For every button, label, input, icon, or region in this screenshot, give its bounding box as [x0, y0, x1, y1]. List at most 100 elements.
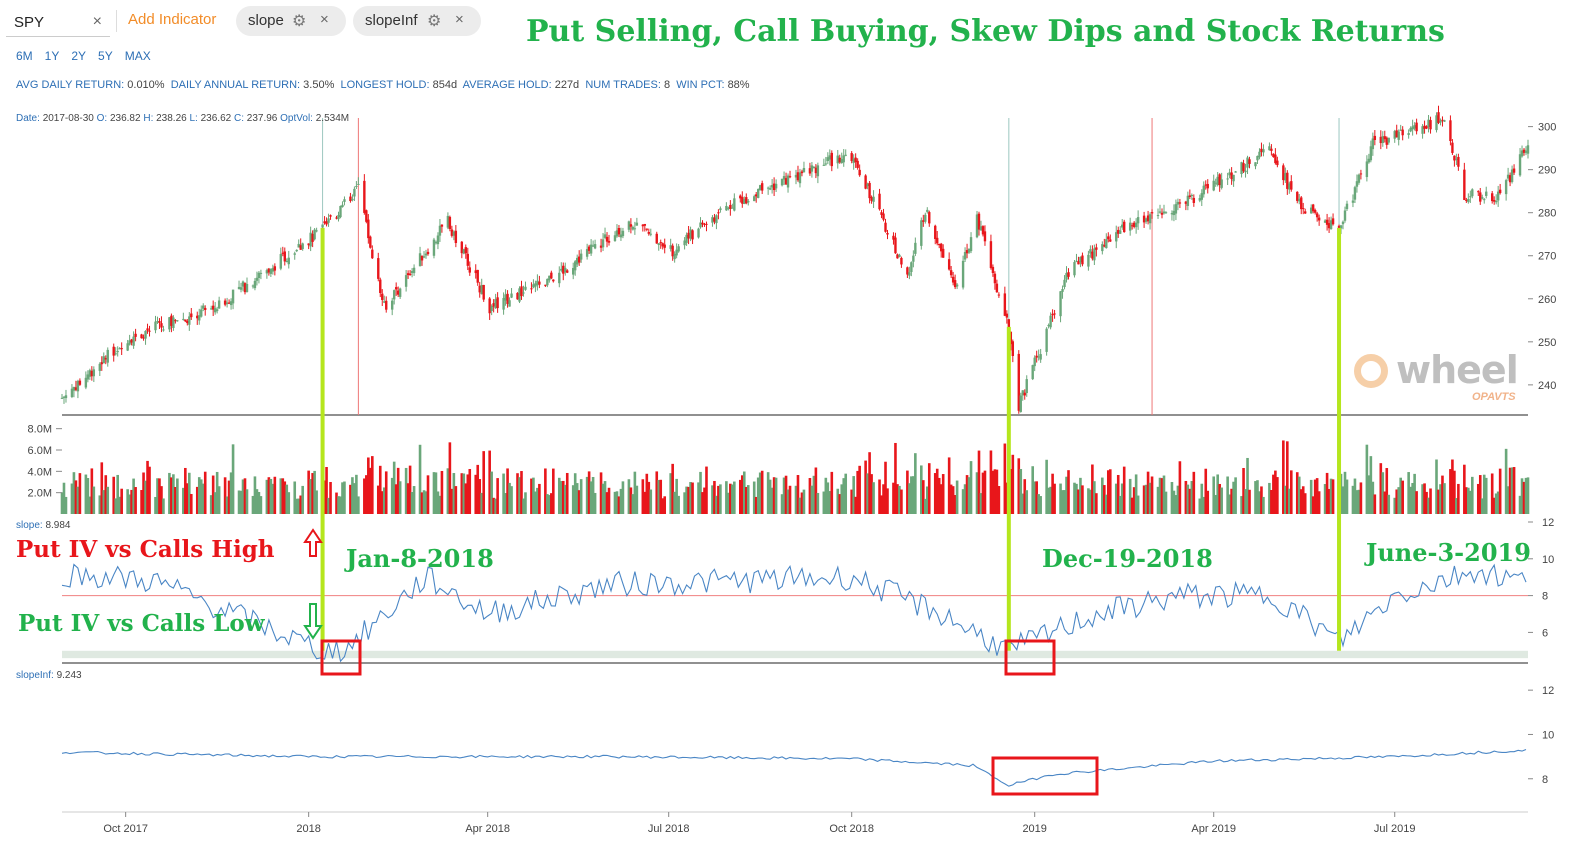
- indicator-chip-slope[interactable]: slope ⚙ ×: [236, 6, 346, 36]
- volume-bar: [1176, 485, 1180, 514]
- volume-bar: [1393, 497, 1397, 514]
- volume-bar: [1274, 470, 1277, 514]
- volume-bar: [1254, 481, 1257, 514]
- volume-bar: [506, 468, 509, 514]
- chip-label: slopeInf: [365, 12, 418, 29]
- candle-body: [285, 261, 288, 263]
- candle-body: [104, 358, 107, 360]
- range-5y[interactable]: 5Y: [98, 49, 113, 63]
- volume-bar: [448, 442, 452, 514]
- candle-body: [1353, 187, 1357, 200]
- volume-bar: [577, 490, 581, 514]
- candle-body: [1423, 125, 1426, 129]
- add-indicator-button[interactable]: Add Indicator: [128, 11, 217, 28]
- stat-value: 88%: [727, 79, 750, 91]
- range-max[interactable]: MAX: [124, 49, 151, 63]
- volume-bar: [1116, 474, 1120, 514]
- candle-body: [251, 285, 255, 287]
- ticker-field[interactable]: SPY ×: [6, 6, 110, 37]
- volume-bar: [295, 498, 299, 514]
- volume-bar: [84, 474, 88, 514]
- volume-bar: [532, 477, 535, 514]
- indicator-chip-slopeinf[interactable]: slopeInf ⚙ ×: [353, 6, 481, 36]
- volume-bar: [1045, 459, 1048, 514]
- volume-bar: [1506, 486, 1510, 514]
- candle-body: [379, 279, 382, 293]
- candle-body: [1463, 169, 1466, 200]
- volume-bar: [182, 487, 185, 514]
- candle-body: [989, 241, 993, 269]
- candle-body: [1033, 357, 1036, 367]
- volume-bar: [371, 456, 374, 514]
- volume-bar: [615, 491, 619, 514]
- volume-bar: [1441, 475, 1444, 514]
- volume-bar: [432, 472, 436, 514]
- up-arrow-icon: [303, 528, 323, 557]
- volume-bar: [772, 477, 776, 514]
- candle-body: [450, 229, 454, 236]
- volume-bar: [955, 480, 959, 514]
- volume-bar: [989, 450, 993, 514]
- gear-icon[interactable]: ⚙: [427, 13, 442, 30]
- candle-body: [788, 176, 792, 178]
- candle-body: [422, 256, 426, 258]
- candle-body: [840, 159, 843, 164]
- volume-bar: [1297, 476, 1301, 514]
- slopeinf-tick: 10: [1542, 729, 1554, 741]
- volume-bar: [826, 482, 830, 514]
- candle-body: [1206, 183, 1209, 189]
- candle-body: [1214, 182, 1217, 184]
- gear-icon[interactable]: ⚙: [292, 13, 307, 30]
- volume-bar: [1242, 467, 1245, 514]
- ticker-input[interactable]: SPY: [14, 14, 45, 31]
- candle-body: [98, 363, 101, 371]
- close-icon[interactable]: ×: [455, 11, 464, 28]
- volume-bar: [186, 483, 189, 514]
- close-icon[interactable]: ×: [320, 11, 329, 28]
- candle-body: [70, 388, 74, 397]
- volume-bar: [337, 496, 340, 514]
- range-2y[interactable]: 2Y: [71, 49, 87, 63]
- volume-bar: [703, 487, 706, 514]
- volume-bar: [828, 491, 832, 514]
- candle-body: [134, 333, 137, 337]
- volume-bar: [925, 486, 929, 514]
- volume-bar: [1031, 466, 1035, 514]
- volume-bar: [1156, 486, 1160, 514]
- candle-body: [227, 302, 231, 304]
- x-tick: Apr 2019: [1191, 823, 1236, 835]
- candle-body: [1327, 223, 1331, 229]
- volume-bar: [1256, 480, 1259, 514]
- price-tick: 290: [1538, 165, 1556, 177]
- candle-body: [663, 244, 666, 248]
- candle-body: [287, 257, 290, 265]
- volume-bar: [510, 486, 513, 514]
- volume-bar: [770, 487, 774, 514]
- candle-body: [617, 228, 621, 235]
- volume-bar: [474, 474, 478, 514]
- volume-bar: [1383, 491, 1387, 514]
- volume-bar: [106, 486, 110, 514]
- candle-body: [1325, 219, 1329, 225]
- candle-body: [1290, 181, 1293, 190]
- clear-ticker-icon[interactable]: ×: [92, 13, 102, 30]
- candle-body: [671, 245, 674, 257]
- range-1y[interactable]: 1Y: [44, 49, 60, 63]
- candle-body: [699, 222, 702, 228]
- volume-bar: [1122, 466, 1126, 514]
- candle-body: [977, 213, 981, 230]
- range-6m[interactable]: 6M: [16, 49, 33, 63]
- stat-label: NUM TRADES:: [585, 79, 661, 91]
- x-tick: Jul 2019: [1374, 823, 1416, 835]
- candle-body: [1311, 204, 1315, 212]
- candle-body: [474, 270, 477, 274]
- candle-body: [1146, 215, 1150, 222]
- volume-bar: [530, 478, 533, 514]
- volume-bar: [1093, 481, 1096, 514]
- candle-body: [1192, 197, 1196, 203]
- candle-body: [844, 154, 847, 156]
- volume-bar: [162, 498, 165, 514]
- candle-body: [802, 168, 806, 173]
- volume-bar: [744, 486, 748, 514]
- volume-bar: [382, 487, 386, 514]
